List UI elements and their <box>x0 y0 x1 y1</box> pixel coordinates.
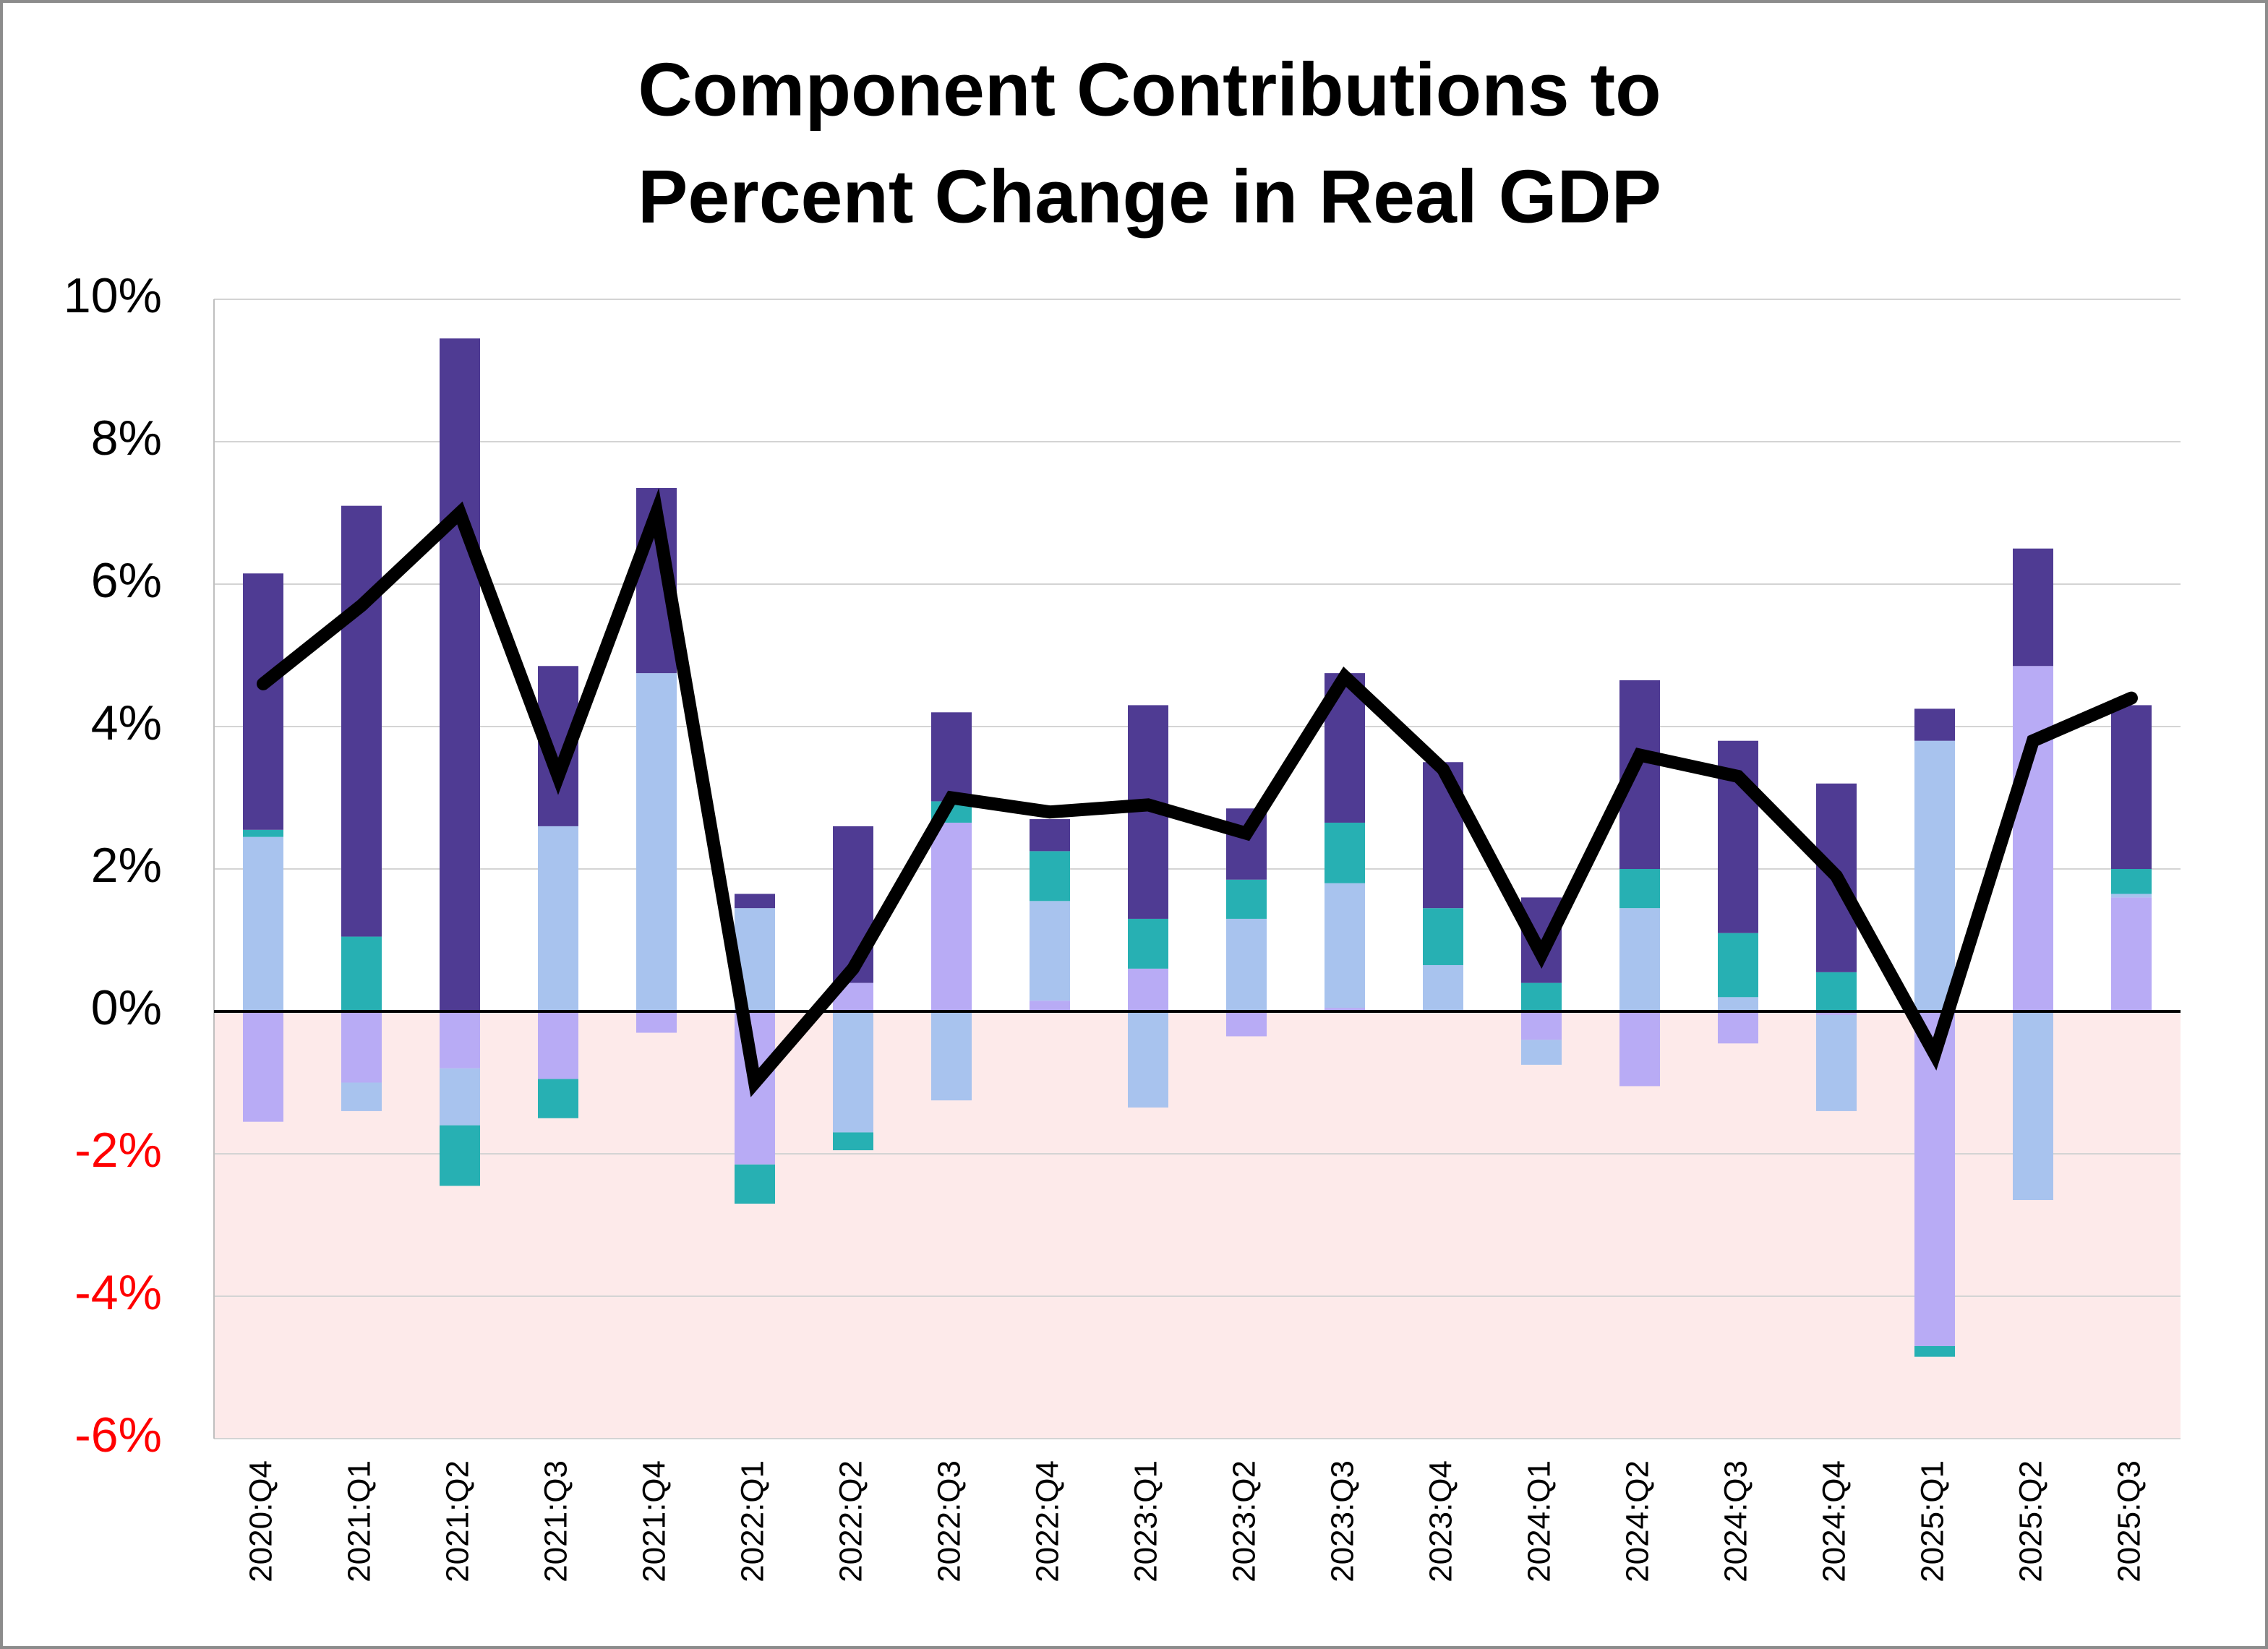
bar <box>1030 851 1070 901</box>
bar <box>1914 1345 1955 1357</box>
bar <box>2111 894 2152 898</box>
x-tick-label: 2025:Q3 <box>2112 1460 2147 1582</box>
y-tick-label: 6% <box>91 553 162 608</box>
negative-region <box>214 1011 2181 1439</box>
y-tick-label: 8% <box>91 411 162 466</box>
bar <box>833 1132 873 1151</box>
x-tick-label: 2022:Q1 <box>735 1460 771 1582</box>
bar <box>1619 1011 1660 1087</box>
bar <box>341 1082 382 1111</box>
bar <box>1718 997 1758 1011</box>
bar <box>1226 918 1267 1011</box>
bar <box>1816 1014 1857 1111</box>
bar <box>538 826 578 1011</box>
y-tick-label: 0% <box>91 980 162 1035</box>
bar <box>440 338 480 1011</box>
y-tick-label: 10% <box>64 268 162 323</box>
x-tick-label: 2022:Q2 <box>834 1460 869 1582</box>
bar <box>2013 1011 2053 1201</box>
bar <box>243 1011 283 1122</box>
bar <box>1619 869 1660 909</box>
x-tick-label: 2020:Q4 <box>244 1460 279 1582</box>
bar <box>1030 1001 1070 1011</box>
bar <box>1521 1040 1562 1065</box>
x-tick-label: 2024:Q1 <box>1522 1460 1557 1582</box>
bar <box>1226 879 1267 919</box>
bar <box>440 1011 480 1068</box>
bar <box>1521 1011 1562 1040</box>
bar <box>1423 908 1463 965</box>
bar <box>1914 740 1955 1011</box>
bar <box>1325 883 1365 1008</box>
bar <box>1128 1011 1168 1108</box>
bar <box>1718 1011 1758 1044</box>
bar <box>1325 1008 1365 1011</box>
bar <box>636 1011 677 1033</box>
bar <box>1816 972 1857 1011</box>
x-tick-label: 2024:Q2 <box>1620 1460 1656 1582</box>
bar <box>1128 968 1168 1011</box>
bar <box>833 1011 873 1133</box>
x-tick-label: 2025:Q2 <box>2014 1460 2049 1582</box>
x-tick-label: 2023:Q1 <box>1129 1460 1164 1582</box>
bar <box>1030 819 1070 852</box>
y-tick-label: -6% <box>74 1408 162 1462</box>
bar <box>243 836 283 1011</box>
x-tick-label: 2023:Q3 <box>1325 1460 1361 1582</box>
bar <box>2111 897 2152 1011</box>
bar <box>1619 908 1660 1011</box>
bar <box>1128 918 1168 969</box>
chart-title: Component Contributions to <box>638 48 1661 132</box>
bar <box>931 1011 972 1101</box>
bar <box>1325 822 1365 883</box>
x-tick-label: 2021:Q4 <box>637 1460 672 1582</box>
bar <box>1914 708 1955 741</box>
x-tick-label: 2021:Q2 <box>440 1460 476 1582</box>
bar <box>1521 982 1562 1011</box>
chart-title: Percent Change in Real GDP <box>638 155 1661 239</box>
x-tick-label: 2021:Q1 <box>342 1460 377 1582</box>
bar <box>341 1011 382 1083</box>
bar <box>341 936 382 1011</box>
x-tick-label: 2022:Q4 <box>1030 1460 1066 1582</box>
bar <box>1718 933 1758 998</box>
bar <box>538 1079 578 1118</box>
bar <box>440 1125 480 1186</box>
bar <box>1030 901 1070 1001</box>
bar <box>931 822 972 1011</box>
bar <box>440 1068 480 1126</box>
bar <box>243 829 283 837</box>
bar <box>341 505 382 937</box>
x-tick-label: 2023:Q4 <box>1424 1460 1459 1582</box>
bar <box>735 1164 775 1204</box>
y-tick-label: 4% <box>91 695 162 750</box>
bar <box>636 673 677 1011</box>
bar <box>1226 1011 1267 1037</box>
line <box>257 488 2138 1097</box>
y-tick-label: -2% <box>74 1123 162 1178</box>
bar <box>2013 666 2053 1011</box>
bar <box>1423 964 1463 1011</box>
x-tick-label: 2025:Q1 <box>1915 1460 1951 1582</box>
bar <box>2013 548 2053 667</box>
x-tick-label: 2023:Q2 <box>1227 1460 1262 1582</box>
y-tick-label: -4% <box>74 1265 162 1320</box>
bar <box>931 712 972 802</box>
bar <box>2111 705 2152 869</box>
x-tick-label: 2024:Q3 <box>1719 1460 1754 1582</box>
bar <box>538 1011 578 1079</box>
y-tick-label: 2% <box>91 838 162 893</box>
bar <box>243 573 283 830</box>
x-tick-label: 2021:Q3 <box>539 1460 574 1582</box>
x-tick-label: 2022:Q3 <box>932 1460 967 1582</box>
x-tick-label: 2024:Q4 <box>1817 1460 1852 1582</box>
bar <box>2111 869 2152 894</box>
bar <box>1816 1011 1857 1015</box>
bar <box>735 894 775 909</box>
